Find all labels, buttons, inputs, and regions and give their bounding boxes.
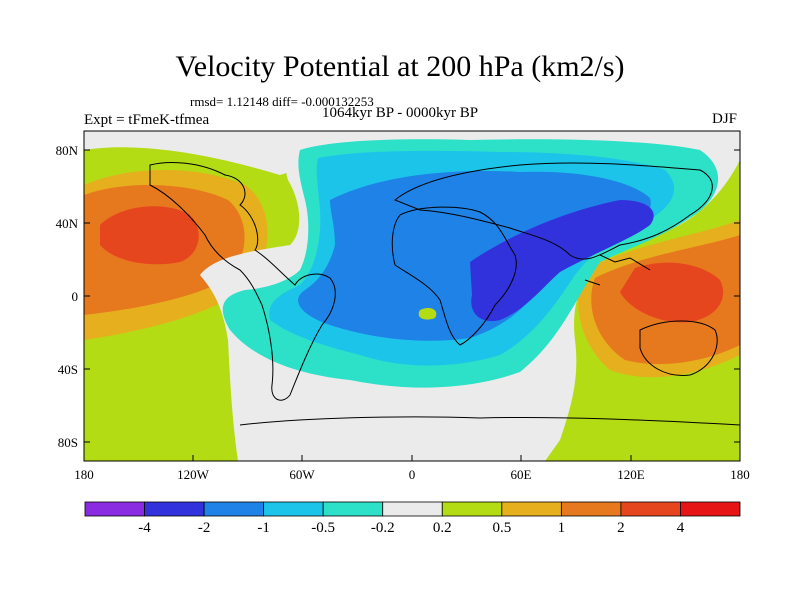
maritime-coast — [584, 254, 651, 286]
colorbar-label: 0.5 — [492, 520, 512, 536]
colorbar-label: -0.5 — [311, 520, 336, 536]
period-text: 1064kyr BP - 0000kyr BP — [322, 105, 479, 121]
contour-atlantic-patch — [418, 307, 437, 320]
colorbar-box — [441, 501, 503, 517]
lon-tick-label: 0 — [409, 467, 416, 482]
figure-title: Velocity Potential at 200 hPa (km2/s) — [175, 50, 625, 83]
colorbar-box — [680, 501, 741, 517]
colorbar-box — [382, 501, 443, 517]
colorbar-label: 2 — [617, 520, 625, 536]
colorbar-box — [322, 501, 384, 517]
coastlines — [149, 161, 740, 426]
lat-tick-labels: 80N 40N 0 40S 80S — [56, 143, 79, 450]
lat-tick-label: 40S — [58, 362, 78, 377]
contour-neutral-arctic — [84, 131, 330, 175]
lon-tick-label: 120W — [177, 467, 210, 482]
colorbar-label: 4 — [676, 520, 685, 536]
colorbar-label: -4 — [138, 520, 151, 536]
lon-tick-label: 120E — [617, 467, 645, 482]
contour-field — [84, 131, 740, 461]
lat-tick-label: 0 — [72, 289, 79, 304]
contour-neg-4 — [470, 200, 654, 322]
lat-tick-label: 80S — [58, 435, 78, 450]
australia-coast — [639, 320, 718, 376]
axis-ticks — [83, 149, 741, 461]
colorbar-box — [560, 501, 622, 517]
colorbar-label: -0.2 — [370, 520, 395, 536]
lon-tick-label: 180 — [74, 467, 94, 482]
colorbar-box — [620, 501, 681, 517]
colorbar-box — [203, 501, 265, 517]
experiment-label: Expt = tFmeK-tfmea — [84, 112, 210, 128]
lat-tick-label: 80N — [56, 143, 79, 158]
lon-tick-label: 60W — [289, 467, 315, 482]
contour-pos-indo-3 — [620, 262, 724, 323]
eurasia-coast — [394, 162, 713, 260]
colorbar-box — [84, 501, 145, 517]
colorbar-label: 0.2 — [432, 520, 452, 536]
africa-coast — [391, 206, 517, 346]
americas-coast — [149, 161, 336, 401]
colorbar-box — [263, 501, 324, 517]
lon-tick-label: 60E — [511, 467, 532, 482]
lon-tick-label: 180 — [730, 467, 750, 482]
colorbar-label: -1 — [257, 520, 270, 536]
rmsd-text: rmsd= 1.12148 diff= -0.000132253 — [190, 94, 374, 109]
contour-pos-pacific-3 — [100, 206, 199, 265]
season-label: DJF — [712, 111, 738, 127]
lon-tick-labels: 180 120W 60W 0 60E 120E 180 — [74, 467, 750, 482]
colorbar-box — [501, 501, 562, 517]
lat-tick-label: 40N — [56, 216, 79, 231]
colorbar-label: -2 — [197, 520, 211, 536]
colorbar-label: 1 — [557, 520, 566, 536]
colorbar — [84, 501, 741, 517]
antarctica-coast — [239, 416, 740, 426]
colorbar-box — [144, 501, 205, 517]
contour-neg-3 — [298, 170, 651, 341]
